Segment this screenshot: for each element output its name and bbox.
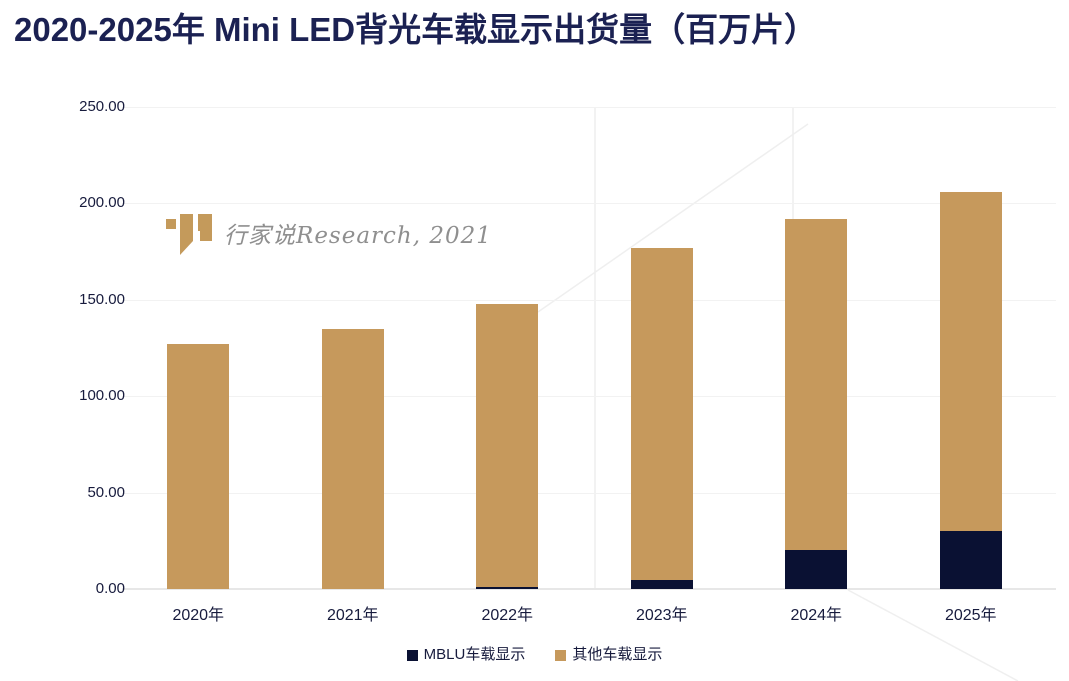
legend-label-other: 其他车载显示 (572, 646, 663, 663)
bar-2022年-mblu (476, 587, 539, 589)
page-title: 2020-2025年 Mini LED背光车载显示出货量（百万片） (14, 11, 818, 48)
bar-2021年-other (321, 328, 384, 589)
bar-2024年-other (785, 218, 848, 551)
x-tick-label-2025年: 2025年 (944, 607, 997, 624)
bar-2025年-other (939, 191, 1002, 532)
x-tick-label-2020年: 2020年 (172, 607, 225, 624)
gridline-100 (122, 396, 1056, 398)
gridline-0 (122, 588, 1056, 590)
y-tick-label-0: 0.00 (95, 580, 125, 597)
bar-2025年-mblu (939, 531, 1002, 589)
bar-2024年-mblu (785, 550, 848, 589)
y-tick-label-200: 200.00 (79, 194, 125, 212)
bar-2022年-other (476, 303, 539, 588)
legend-item-other: 其他车载显示 (555, 646, 662, 664)
gridline-250 (122, 107, 1056, 108)
legend-swatch-other (555, 649, 567, 661)
bar-2023年-other (630, 247, 693, 581)
x-tick-label-2022年: 2022年 (481, 607, 534, 624)
watermark-text: 行家说Research, 2021 (224, 223, 492, 249)
gridline-150 (122, 299, 1056, 301)
y-tick-label-50: 50.00 (87, 483, 125, 501)
legend-swatch-mblu (406, 649, 418, 661)
bar-2020年-other (167, 344, 230, 589)
y-tick-label-250: 250.00 (79, 98, 125, 115)
y-tick-label-100: 100.00 (79, 387, 125, 405)
y-tick-label-150: 150.00 (79, 290, 125, 308)
x-tick-label-2021年: 2021年 (326, 607, 379, 624)
watermark: 行家说Research, 2021 (166, 210, 492, 256)
legend-item-mblu: MBLU车载显示 (406, 646, 526, 664)
legend-label-mblu: MBLU车载显示 (423, 646, 526, 663)
gridline-50 (122, 492, 1056, 494)
gridline-200 (122, 203, 1056, 205)
x-tick-label-2023年: 2023年 (635, 607, 688, 624)
xingjiashuo-logo-icon (166, 214, 212, 255)
bar-2023年-mblu (630, 580, 693, 589)
x-tick-label-2024年: 2024年 (790, 607, 843, 624)
chart-legend: MBLU车载显示 其他车载显示 (0, 646, 1069, 664)
